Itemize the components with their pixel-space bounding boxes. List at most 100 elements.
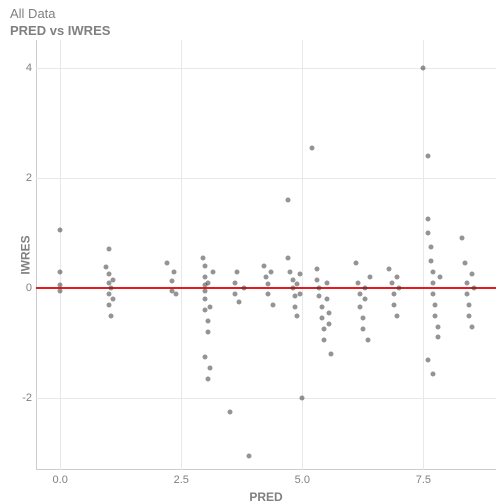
y-tick-label: 4	[16, 62, 32, 74]
data-point	[431, 371, 436, 376]
data-point	[358, 291, 363, 296]
data-point	[324, 280, 329, 285]
data-point	[232, 280, 237, 285]
data-point	[469, 272, 474, 277]
data-point	[106, 247, 111, 252]
data-point	[266, 281, 271, 286]
data-point	[438, 275, 443, 280]
data-point	[247, 454, 252, 459]
data-point	[363, 297, 368, 302]
data-point	[435, 334, 440, 339]
data-point	[324, 297, 329, 302]
data-point	[208, 305, 213, 310]
data-point	[394, 275, 399, 280]
data-point	[288, 269, 293, 274]
data-point	[205, 319, 210, 324]
data-point	[428, 244, 433, 249]
data-point	[472, 286, 477, 291]
data-point	[227, 410, 232, 415]
data-point	[353, 261, 358, 266]
data-point	[326, 321, 331, 326]
data-point	[264, 275, 269, 280]
data-point	[428, 258, 433, 263]
data-point	[319, 316, 324, 321]
data-point	[389, 280, 394, 285]
data-point	[317, 294, 322, 299]
data-point	[203, 264, 208, 269]
data-point	[469, 324, 474, 329]
grid-line-v	[60, 40, 61, 470]
title-line2: PRED vs IWRES	[10, 23, 110, 38]
data-point	[426, 230, 431, 235]
data-point	[426, 217, 431, 222]
data-point	[426, 153, 431, 158]
data-point	[58, 283, 63, 288]
grid-line-v	[302, 40, 303, 470]
data-point	[109, 286, 114, 291]
y-tick-label: -2	[16, 392, 32, 404]
data-point	[111, 277, 116, 282]
x-axis-line	[36, 469, 496, 470]
data-point	[164, 261, 169, 266]
data-point	[237, 299, 242, 304]
data-point	[356, 280, 361, 285]
reference-line	[36, 287, 496, 289]
data-point	[271, 302, 276, 307]
data-point	[172, 269, 177, 274]
x-tick-label: 0.0	[53, 474, 68, 486]
chart-titles: All Data PRED vs IWRES	[10, 6, 110, 38]
data-point	[285, 197, 290, 202]
data-point	[392, 302, 397, 307]
data-point	[106, 291, 111, 296]
data-point	[242, 286, 247, 291]
data-point	[387, 266, 392, 271]
data-point	[169, 279, 174, 284]
data-point	[174, 291, 179, 296]
data-point	[360, 327, 365, 332]
data-point	[363, 286, 368, 291]
y-tick-label: 2	[16, 172, 32, 184]
data-point	[295, 281, 300, 286]
data-point	[319, 305, 324, 310]
y-axis-line	[36, 40, 37, 470]
plot-area	[36, 40, 496, 470]
data-point	[322, 338, 327, 343]
data-point	[314, 266, 319, 271]
data-point	[421, 65, 426, 70]
data-point	[462, 261, 467, 266]
data-point	[358, 305, 363, 310]
data-point	[431, 280, 436, 285]
data-point	[467, 313, 472, 318]
data-point	[205, 280, 210, 285]
y-axis-label: IWRES	[19, 235, 33, 274]
data-point	[464, 291, 469, 296]
data-point	[106, 302, 111, 307]
data-point	[58, 288, 63, 293]
data-point	[210, 269, 215, 274]
data-point	[205, 377, 210, 382]
data-point	[431, 291, 436, 296]
data-point	[392, 291, 397, 296]
data-point	[285, 255, 290, 260]
data-point	[426, 357, 431, 362]
data-point	[290, 286, 295, 291]
x-axis-label: PRED	[249, 490, 282, 504]
data-point	[203, 275, 208, 280]
x-tick-label: 2.5	[174, 474, 189, 486]
data-point	[297, 291, 302, 296]
data-point	[268, 269, 273, 274]
data-point	[397, 286, 402, 291]
data-point	[329, 352, 334, 357]
data-point	[111, 297, 116, 302]
y-tick-label: 0	[16, 282, 32, 294]
data-point	[365, 338, 370, 343]
data-point	[201, 255, 206, 260]
grid-line-v	[181, 40, 182, 470]
data-point	[300, 396, 305, 401]
data-point	[208, 366, 213, 371]
data-point	[234, 269, 239, 274]
data-point	[460, 236, 465, 241]
data-point	[433, 313, 438, 318]
data-point	[433, 302, 438, 307]
data-point	[431, 269, 436, 274]
